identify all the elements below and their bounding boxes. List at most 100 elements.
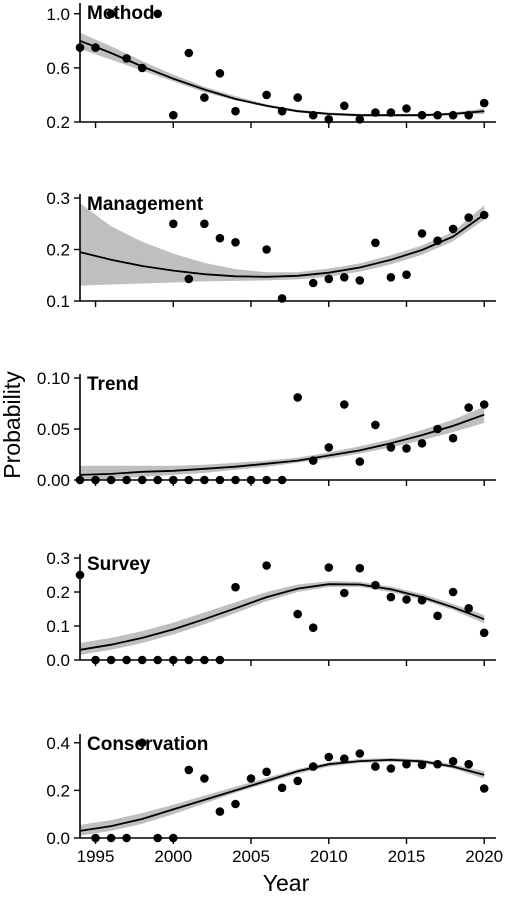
data-point	[184, 765, 194, 775]
data-point	[324, 563, 334, 572]
y-tick-label: 0.0	[46, 651, 70, 670]
data-point	[371, 108, 380, 117]
data-point	[433, 759, 442, 769]
data-point	[293, 609, 303, 619]
y-tick-label: 0.10	[37, 369, 70, 388]
fit-line	[79, 413, 485, 476]
fit-line	[79, 39, 485, 117]
y-tick-label: 0.05	[37, 420, 70, 439]
x-tick-label: 2000	[154, 847, 192, 866]
y-tick-label: 0.2	[46, 113, 70, 132]
data-point	[402, 104, 411, 113]
data-point	[231, 106, 240, 116]
data-point	[417, 439, 427, 448]
data-point	[200, 93, 209, 102]
x-tick-label: 2005	[232, 847, 270, 866]
y-tick-label: 0.00	[37, 471, 70, 490]
data-point	[340, 101, 349, 111]
y-tick-label: 0.6	[46, 59, 70, 78]
data-point	[231, 582, 240, 592]
data-point	[464, 403, 474, 412]
data-point	[402, 595, 411, 604]
data-point	[386, 273, 396, 282]
data-point	[246, 774, 256, 783]
data-point	[371, 420, 380, 430]
data-point	[293, 93, 303, 102]
data-point	[169, 219, 178, 229]
data-point	[277, 106, 287, 116]
data-point	[433, 611, 442, 621]
data-point	[417, 760, 427, 770]
data-point	[262, 90, 271, 100]
data-point	[308, 762, 318, 771]
data-point	[324, 443, 334, 452]
data-point	[479, 400, 489, 409]
data-point	[231, 799, 240, 809]
data-point	[464, 604, 474, 613]
data-point	[340, 400, 349, 409]
data-point	[262, 767, 271, 777]
data-point	[277, 783, 287, 793]
data-point	[262, 561, 271, 570]
data-point	[340, 588, 349, 598]
data-point	[464, 213, 474, 222]
data-point	[215, 69, 225, 78]
data-point	[386, 592, 396, 602]
y-tick-label: 0.1	[46, 292, 70, 311]
data-point	[371, 762, 380, 771]
data-point	[308, 110, 318, 120]
data-point	[169, 110, 178, 120]
ci-band	[80, 203, 485, 286]
data-point	[122, 54, 131, 63]
data-point	[200, 774, 209, 783]
data-point	[402, 759, 411, 769]
data-point	[464, 110, 474, 120]
data-point	[91, 43, 100, 52]
y-tick-label: 0.2	[46, 583, 70, 602]
data-point	[448, 224, 458, 234]
data-point	[324, 274, 334, 284]
data-point	[340, 754, 349, 763]
data-point	[371, 580, 380, 590]
data-point	[355, 276, 365, 285]
x-axis-title: Year	[263, 870, 310, 896]
panel-title: Survey	[87, 554, 151, 575]
data-point	[308, 456, 318, 465]
data-point	[479, 210, 489, 220]
x-tick-label: 2020	[465, 847, 503, 866]
data-point	[402, 444, 411, 453]
fit-line	[79, 758, 485, 832]
data-point	[386, 443, 396, 452]
panel-title: Trend	[87, 374, 139, 395]
data-point	[371, 238, 380, 248]
data-point	[153, 9, 162, 19]
x-tick-label: 2010	[310, 847, 348, 866]
data-point	[355, 749, 365, 758]
data-point	[137, 738, 147, 748]
data-point	[308, 623, 318, 632]
data-point	[184, 48, 194, 58]
data-point	[137, 63, 147, 73]
data-point	[231, 238, 240, 247]
data-point	[386, 108, 396, 117]
data-point	[106, 9, 116, 19]
panel-title: Method	[87, 3, 155, 24]
data-point	[215, 807, 225, 816]
data-point	[417, 595, 427, 605]
y-tick-label: 0.2	[46, 241, 70, 260]
data-point	[200, 219, 209, 229]
data-point	[386, 764, 396, 773]
y-tick-label: 0.3	[46, 189, 70, 208]
x-tick-label: 2015	[388, 847, 426, 866]
data-point	[417, 110, 427, 120]
data-point	[433, 236, 442, 245]
data-point	[355, 563, 365, 573]
data-point	[293, 776, 303, 786]
data-point	[479, 784, 489, 793]
ci-band	[80, 32, 485, 117]
data-point	[324, 752, 334, 762]
ci-band	[80, 758, 485, 836]
y-tick-label: 0.3	[46, 549, 70, 568]
